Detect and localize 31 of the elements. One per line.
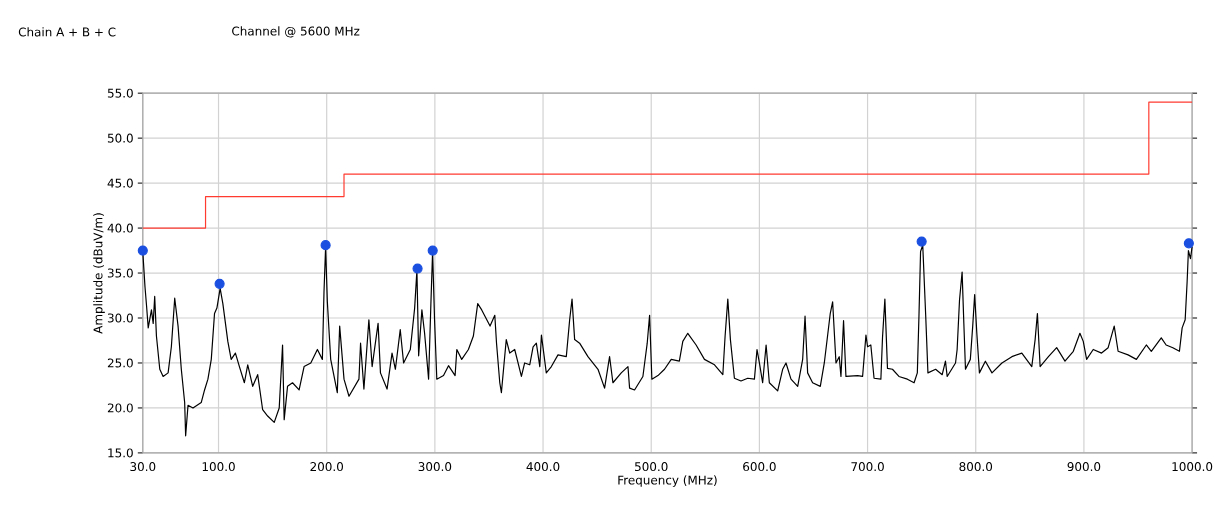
x-tick-label: 400.0 [526,462,560,472]
x-tick-label: 30.0 [130,462,156,472]
x-tick-label: 900.0 [1067,462,1101,472]
y-axis-title: Amplitude (dBuV/m) [93,213,105,334]
y-tick-label: 20.0 [107,403,133,413]
y-tick-label: 30.0 [107,313,133,323]
x-tick-label: 300.0 [418,462,452,472]
x-axis-title: Frequency (MHz) [618,475,717,487]
y-tick-label: 40.0 [107,223,133,233]
x-tick-label: 1000.0 [1172,462,1213,472]
x-tick-label: 200.0 [310,462,344,472]
point [214,278,225,289]
y-tick-label: 45.0 [107,178,133,188]
y-tick-label: 15.0 [108,448,133,458]
y-tick-label: 50.0 [107,133,133,143]
x-tick-label: 100.0 [202,462,235,472]
point [320,240,331,251]
x-tick-label: 800.0 [959,462,993,472]
point [427,245,438,256]
x-tick-label: 500.0 [635,462,668,472]
point [137,245,148,256]
y-tick-label: 25.0 [107,358,133,368]
chart-subtitle: Channel @ 5600 MHz [232,26,360,38]
x-tick-label: 600.0 [743,462,776,472]
y-tick-label: 35.0 [107,268,133,278]
point [1183,238,1194,249]
point [412,263,423,274]
chart-title: Chain A + B + C [18,27,116,37]
y-tick-label: 55.0 [107,88,133,98]
point [916,236,927,247]
x-tick-label: 700.0 [851,462,884,472]
